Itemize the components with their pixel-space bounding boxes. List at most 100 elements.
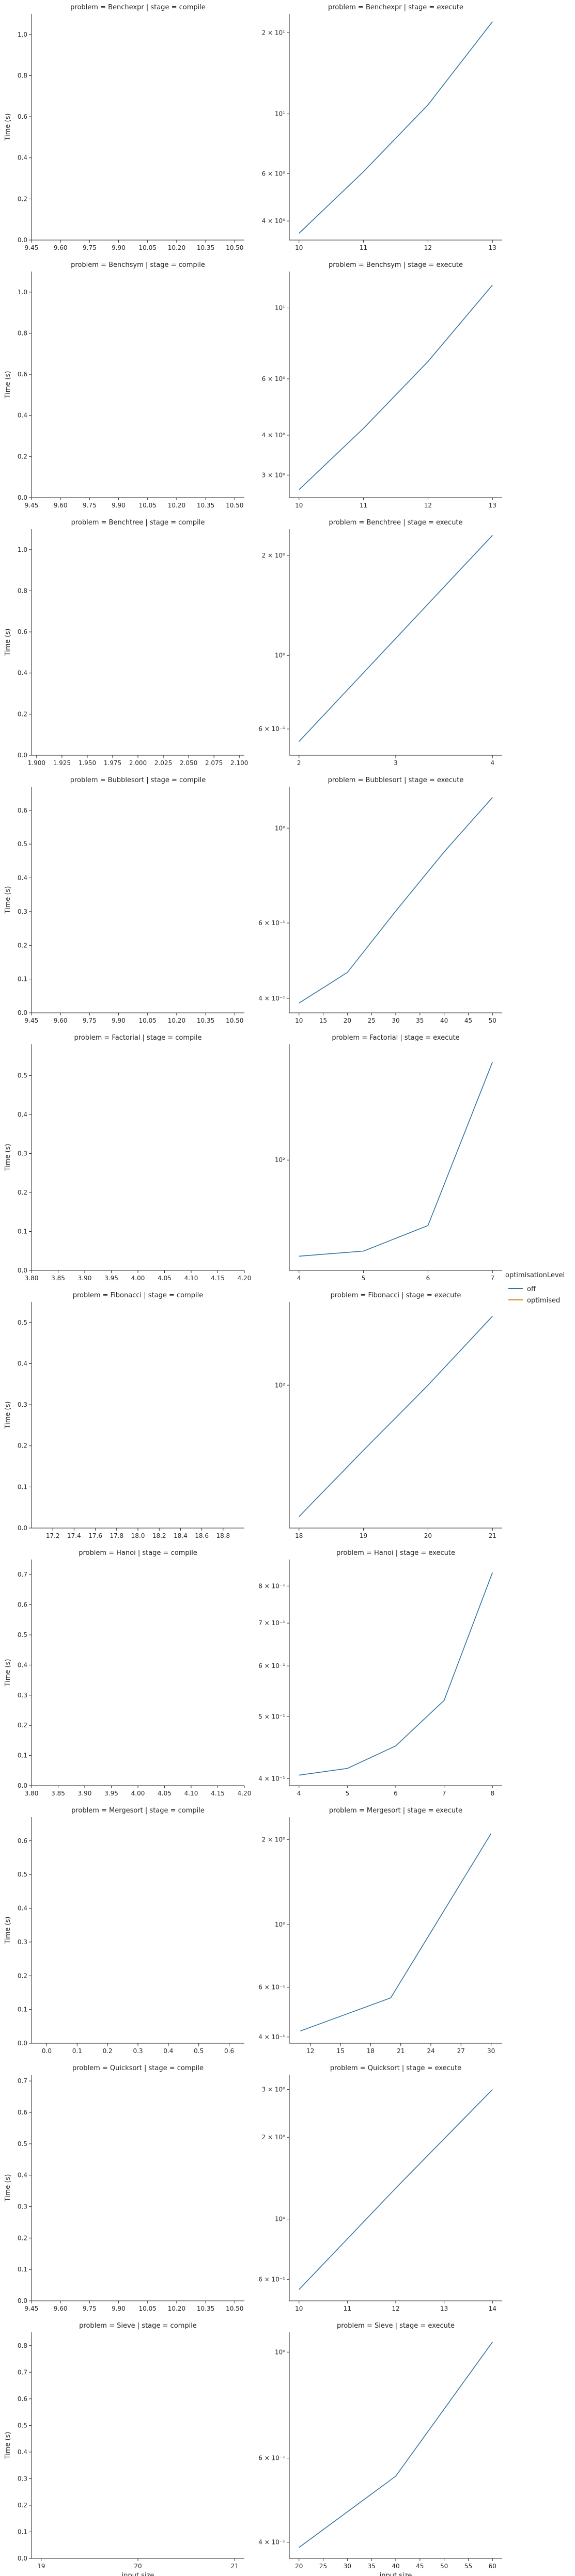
- x-tick-label: 3.90: [78, 1275, 92, 1282]
- y-tick-label: 6 × 10⁰: [262, 170, 286, 177]
- x-tick-label: 4.15: [211, 1275, 225, 1282]
- y-tick-label: 10²: [275, 1156, 285, 1164]
- x-tick-label: 12: [306, 2047, 314, 2055]
- x-tick-label: 9.60: [54, 244, 68, 251]
- x-tick-label: 17.2: [46, 1532, 60, 1539]
- y-tick-label: 0.5: [18, 2422, 27, 2429]
- y-tick-label: 0.8: [18, 72, 27, 79]
- x-tick-label: 10.05: [139, 244, 157, 251]
- y-tick-label: 6 × 10⁻¹: [258, 2455, 285, 2462]
- y-tick-label: 0.4: [18, 670, 27, 677]
- panel-title: problem = Benchtree | stage = execute: [329, 519, 462, 527]
- x-tick-label: 3.80: [25, 1790, 39, 1797]
- panel-title: problem = Factorial | stage = execute: [332, 1034, 459, 1042]
- x-tick-label: 40: [440, 1017, 448, 1024]
- x-tick-label: 4.10: [184, 1275, 198, 1282]
- facet-panel: problem = Benchsym | stage = compile 9.45…: [4, 261, 244, 509]
- x-tick-label: 1.950: [79, 759, 96, 767]
- y-tick-label: 0.5: [18, 840, 27, 848]
- y-axis-label: Time (s): [4, 2432, 12, 2460]
- y-axis-label: Time (s): [4, 114, 12, 141]
- x-tick-label: 13: [489, 502, 496, 509]
- y-tick-label: 0.2: [18, 1442, 27, 1450]
- x-tick-label: 10: [295, 2305, 303, 2312]
- x-tick-label: 6: [426, 1275, 430, 1282]
- x-tick-label: 3.95: [104, 1790, 118, 1797]
- x-tick-label: 19: [360, 1532, 367, 1539]
- x-tick-label: 40: [392, 2563, 399, 2570]
- y-tick-label: 2 × 10⁰: [262, 1836, 286, 1843]
- x-axis-label: input size: [380, 2572, 412, 2576]
- panel-title: problem = Quicksort | stage = execute: [330, 2064, 461, 2072]
- x-tick-label: 10.50: [226, 502, 243, 509]
- x-tick-label: 20: [424, 1532, 432, 1539]
- x-tick-label: 20: [134, 2563, 142, 2570]
- y-tick-label: 0.0: [18, 2297, 27, 2304]
- x-tick-label: 4.15: [211, 1790, 225, 1797]
- y-tick-label: 0.3: [18, 2203, 27, 2211]
- panel-title: problem = Fibonacci | stage = execute: [331, 1292, 461, 1299]
- x-tick-label: 12: [424, 244, 432, 251]
- facet-panel: problem = Benchtree | stage = execute 2 3 4…: [258, 519, 502, 767]
- y-tick-label: 4 × 10⁻¹: [258, 995, 285, 1002]
- y-tick-label: 0.5: [18, 1072, 27, 1079]
- x-tick-label: 1.975: [104, 759, 121, 767]
- y-tick-label: 4 × 10⁻¹: [258, 2033, 285, 2041]
- x-tick-label: 18.4: [174, 1532, 188, 1539]
- y-tick-label: 3 × 10⁰: [262, 2086, 286, 2093]
- y-tick-label: 0.1: [18, 1228, 27, 1235]
- panel-title: problem = Benchexpr | stage = compile: [70, 4, 206, 11]
- x-tick-label: 10.35: [197, 502, 214, 509]
- series-line-off: [299, 1572, 493, 1776]
- y-tick-label: 0.6: [18, 1601, 27, 1609]
- x-tick-label: 45: [464, 1017, 472, 1024]
- facet-panel: problem = Factorial | stage = execute 4 5 6…: [275, 1034, 502, 1282]
- y-tick-label: 0.3: [18, 908, 27, 915]
- y-tick-label: 1.0: [18, 289, 27, 296]
- x-tick-label: 4: [297, 1790, 301, 1797]
- y-tick-label: 8 × 10⁻¹: [258, 1582, 285, 1589]
- x-tick-label: 3.85: [51, 1790, 65, 1797]
- y-tick-label: 0.0: [18, 1524, 27, 1532]
- panel-title: problem = Sieve | stage = execute: [337, 2322, 455, 2330]
- y-tick-label: 4 × 10⁰: [262, 432, 286, 439]
- legend-label-optimised: optimised: [527, 1297, 560, 1305]
- y-tick-label: 10⁰: [275, 824, 285, 832]
- y-tick-label: 6 × 10⁻¹: [258, 919, 285, 927]
- x-tick-label: 21: [489, 1532, 496, 1539]
- x-tick-label: 10.50: [226, 2305, 243, 2312]
- x-tick-label: 9.90: [112, 502, 126, 509]
- x-tick-label: 0.4: [163, 2047, 173, 2055]
- x-tick-label: 27: [457, 2047, 465, 2055]
- x-tick-label: 10.05: [139, 502, 157, 509]
- x-tick-label: 9.45: [25, 502, 39, 509]
- y-tick-label: 6 × 10⁻¹: [258, 725, 285, 733]
- y-tick-label: 10⁰: [275, 2216, 285, 2223]
- y-tick-label: 0.4: [18, 1360, 27, 1367]
- y-tick-label: 4 × 10⁻¹: [258, 2539, 285, 2546]
- y-tick-label: 0.8: [18, 2342, 27, 2349]
- y-tick-label: 0.5: [18, 1871, 27, 1878]
- panel-title: problem = Bubblesort | stage = compile: [70, 776, 206, 784]
- x-tick-label: 55: [464, 2563, 472, 2570]
- x-tick-label: 11: [360, 244, 367, 251]
- x-tick-label: 2.100: [230, 759, 248, 767]
- x-tick-label: 9.75: [83, 502, 97, 509]
- x-tick-label: 1.900: [28, 759, 45, 767]
- facet-panel: problem = Benchtree | stage = compile 1.9…: [4, 519, 248, 767]
- y-tick-label: 0.4: [18, 2172, 27, 2179]
- x-tick-label: 2: [297, 759, 301, 767]
- panel-title: problem = Mergesort | stage = execute: [329, 1807, 462, 1815]
- y-tick-label: 5 × 10⁻¹: [258, 1713, 285, 1720]
- y-tick-label: 10¹: [275, 305, 285, 312]
- x-tick-label: 10: [295, 1017, 303, 1024]
- series-line-off: [299, 535, 493, 742]
- x-tick-label: 3.95: [104, 1275, 118, 1282]
- y-tick-label: 0.4: [18, 2448, 27, 2456]
- x-tick-label: 10: [295, 502, 303, 509]
- x-tick-label: 2.050: [180, 759, 197, 767]
- x-tick-label: 4.05: [158, 1275, 172, 1282]
- y-tick-label: 0.2: [18, 1722, 27, 1729]
- y-tick-label: 0.0: [18, 2040, 27, 2047]
- y-tick-label: 0.1: [18, 976, 27, 983]
